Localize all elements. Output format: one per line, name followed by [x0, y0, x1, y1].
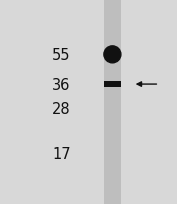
Bar — [104, 82, 121, 88]
Text: 17: 17 — [52, 146, 71, 162]
Text: 28: 28 — [52, 102, 71, 117]
Ellipse shape — [104, 47, 121, 63]
Text: 36: 36 — [52, 77, 71, 92]
Text: 55: 55 — [52, 48, 71, 63]
Bar — [104, 0, 121, 204]
